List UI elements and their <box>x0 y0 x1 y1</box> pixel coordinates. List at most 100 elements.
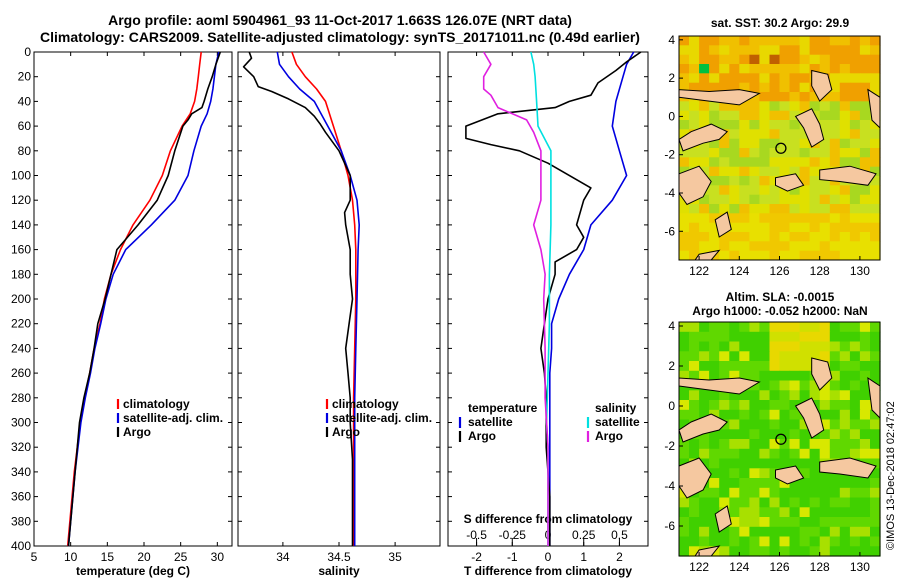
map-cell <box>699 409 710 421</box>
map-cell <box>709 232 720 242</box>
map-cell <box>870 45 881 56</box>
map-cell <box>849 429 861 440</box>
map-cell <box>759 110 770 121</box>
map-cell <box>689 73 700 84</box>
map-cell <box>809 487 821 499</box>
map-cell <box>699 497 710 508</box>
map-cell <box>699 204 710 214</box>
series-line-s-argo <box>482 51 549 546</box>
map-cell <box>870 458 881 469</box>
y-tick-label: 380 <box>11 514 31 528</box>
argo-position-marker <box>775 142 787 154</box>
map-cell <box>779 73 791 84</box>
map-cell <box>759 166 770 177</box>
map-cell <box>779 546 791 557</box>
map-cell <box>729 204 740 214</box>
map-cell <box>839 351 851 362</box>
map-cell <box>829 54 841 65</box>
map-cell <box>709 487 720 499</box>
map-cell <box>849 322 861 333</box>
map-cell <box>779 517 791 528</box>
map-cell <box>699 73 710 84</box>
y-tick-label: 180 <box>11 267 31 281</box>
map-cell <box>870 351 881 362</box>
map-cell <box>749 390 760 401</box>
map-cell <box>759 157 770 168</box>
map-cell <box>769 213 781 224</box>
map-cell <box>679 101 690 112</box>
map-cell <box>759 45 770 56</box>
map-cell <box>769 82 781 93</box>
map-cell <box>839 497 851 508</box>
map-cell <box>689 409 700 421</box>
map-cell <box>739 409 750 421</box>
map-cell <box>799 478 811 489</box>
map-cell <box>749 36 760 46</box>
map-cell <box>870 322 881 333</box>
map-cell <box>739 536 750 547</box>
map-cell <box>870 157 881 168</box>
map-cell <box>859 497 871 508</box>
map-cell <box>759 148 770 158</box>
map-cell <box>739 194 750 205</box>
y-tick-label: 280 <box>11 391 31 405</box>
map-cell <box>799 213 811 224</box>
map-cell <box>859 73 871 84</box>
map-cell <box>729 341 740 352</box>
map-cell <box>769 429 781 440</box>
map-cell <box>679 64 690 74</box>
map-cell <box>739 241 750 252</box>
map-cell <box>819 194 831 205</box>
map-cell <box>809 241 821 252</box>
map-cell <box>870 166 881 177</box>
map-cell <box>859 204 871 214</box>
map-cell <box>759 390 770 401</box>
map-cell <box>739 322 750 333</box>
map-cell <box>859 448 871 460</box>
map-cell <box>779 157 791 168</box>
map-cell <box>709 176 720 186</box>
map-cell <box>859 148 871 158</box>
map-cell <box>689 110 700 121</box>
map-cell <box>739 64 750 74</box>
map-cell <box>699 148 710 158</box>
legend-label: satellite <box>468 415 513 429</box>
map-cell <box>689 101 700 112</box>
map-cell <box>709 148 720 158</box>
map-cell <box>859 241 871 252</box>
map-cell <box>829 487 841 499</box>
map-cell <box>769 331 781 343</box>
map-cell <box>819 517 831 528</box>
legend-label: Argo <box>468 429 496 443</box>
map-cell <box>809 546 821 557</box>
map-cell <box>689 148 700 158</box>
map-cell <box>789 448 801 460</box>
map-cell <box>849 497 861 508</box>
map-cell <box>709 390 720 401</box>
legend-label: satellite-adj. clim. <box>123 411 223 425</box>
map-cell <box>849 409 861 421</box>
map-cell <box>759 400 770 411</box>
map-cell <box>859 487 871 499</box>
map-cell <box>859 331 871 343</box>
map-cell <box>859 409 871 421</box>
y-tick-label: 140 <box>11 218 31 232</box>
map-cell <box>870 448 881 460</box>
map-cell <box>749 241 760 252</box>
map-cell <box>839 507 851 518</box>
map-cell <box>859 507 871 518</box>
map-cell <box>839 194 851 205</box>
map-cell <box>749 478 760 489</box>
map-cell <box>839 129 851 140</box>
map-cell <box>699 351 710 362</box>
map-cell <box>829 526 841 538</box>
map-cell <box>729 322 740 333</box>
y-tick-label: 40 <box>18 94 32 108</box>
map-cell <box>799 439 811 450</box>
map-cell <box>709 166 720 177</box>
map-cell <box>719 54 730 65</box>
map-cell <box>769 468 781 479</box>
map-cell <box>789 73 801 84</box>
map-cell <box>709 400 720 411</box>
